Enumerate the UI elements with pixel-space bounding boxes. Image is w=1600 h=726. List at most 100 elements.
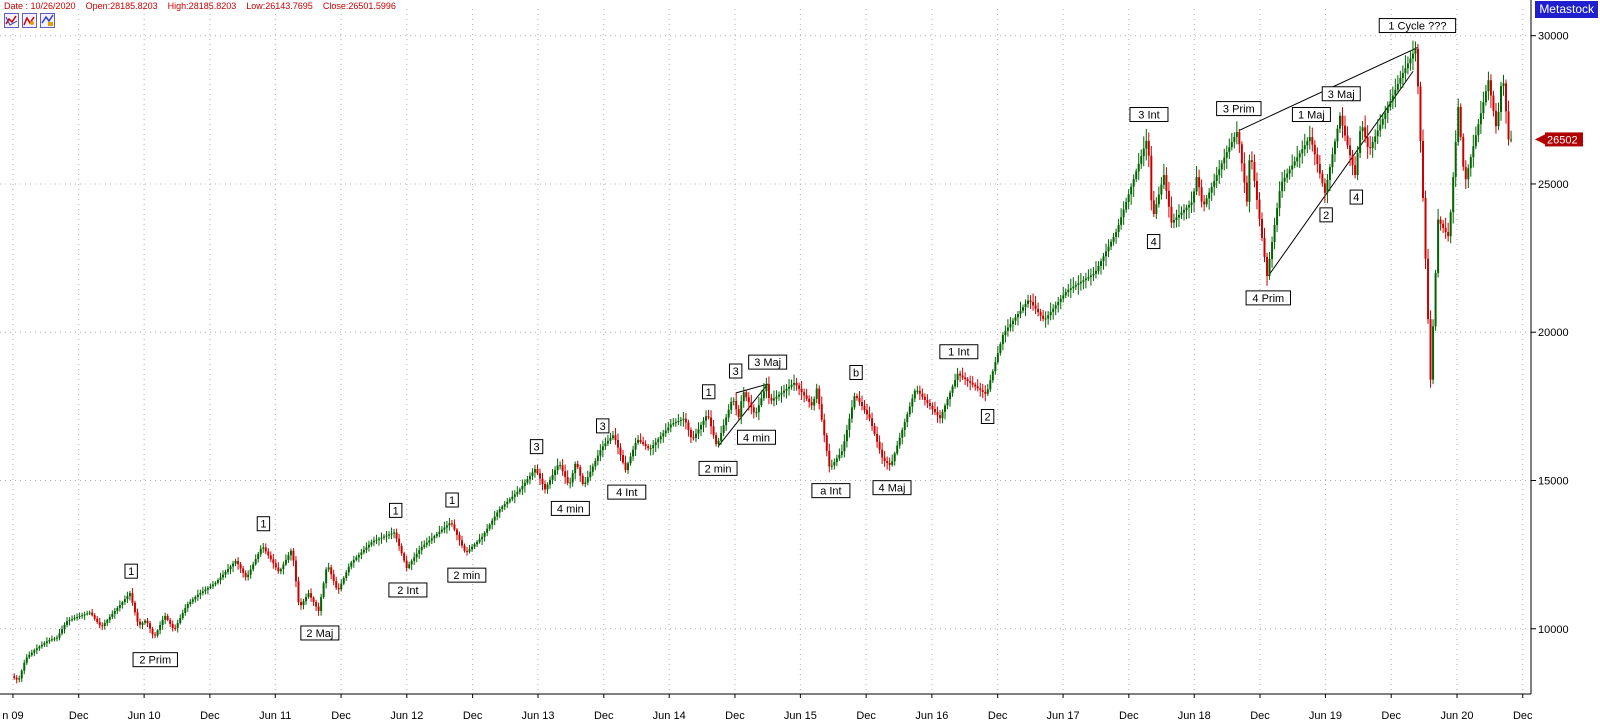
price-bar-body: [1029, 300, 1032, 303]
price-bar-body: [1346, 135, 1349, 146]
price-bar-body: [126, 596, 129, 600]
price-bar-body: [1137, 163, 1140, 172]
price-bar-body: [1240, 144, 1243, 164]
wave-label-box: [1349, 189, 1364, 205]
price-bar-body: [800, 388, 803, 393]
price-bar-body: [1072, 286, 1075, 289]
price-bar-body: [1271, 242, 1274, 259]
price-bar-body: [194, 597, 197, 600]
wave-label: 2 min: [698, 460, 738, 476]
price-bar-body: [853, 396, 856, 408]
price-bar-body: [830, 465, 833, 467]
price-bar-body: [274, 563, 277, 568]
date-readout: Date : 10/26/2020: [4, 1, 76, 11]
price-bar-body: [1218, 169, 1221, 176]
price-bar-body: [1442, 223, 1445, 228]
wave-label-text: 3: [534, 442, 540, 454]
annotation-layer: 1 2 Prim 1 2 Maj 1 2 Int 1 2 min 3 4 min 3 4 Int 1 2 …: [124, 18, 1457, 668]
wave-label-text: 1: [128, 566, 134, 578]
price-bar-body: [1374, 136, 1377, 143]
price-bar-body: [928, 402, 931, 407]
price-bar-body: [644, 444, 647, 447]
wave-label: 4 min: [550, 500, 590, 516]
price-bar-body: [1074, 285, 1077, 287]
price-bar-body: [53, 638, 56, 640]
price-bar-body: [803, 392, 806, 396]
price-bar-body: [901, 429, 904, 438]
price-bar-body: [1165, 175, 1168, 191]
price-bar-body: [828, 450, 831, 467]
price-bar-body: [1422, 140, 1425, 199]
price-bar-body: [777, 394, 780, 397]
price-bar-body: [823, 419, 826, 436]
price-bar-body: [299, 602, 302, 606]
price-bar-body: [770, 397, 773, 401]
price-bar-body: [559, 465, 562, 467]
price-bar-body: [1039, 312, 1042, 316]
wave-label-box: [811, 483, 851, 499]
price-bar-body: [991, 371, 994, 381]
price-bar-body: [460, 540, 463, 546]
chart-indicator-icon[interactable]: [22, 13, 37, 28]
price-bar-body: [1258, 199, 1261, 219]
grid-layer: [0, 9, 1531, 694]
price-bar-body: [523, 482, 526, 487]
price-bar-body: [1469, 157, 1472, 169]
price-bar-body: [1127, 194, 1130, 202]
price-bar-body: [395, 532, 398, 539]
price-bar-body: [370, 542, 373, 545]
price-bar-body: [1152, 200, 1155, 214]
price-bar-body: [68, 620, 71, 622]
wave-label-box: [550, 500, 590, 516]
wave-label-box: [1319, 207, 1333, 223]
price-bar-body: [765, 384, 768, 392]
price-bar-body: [981, 390, 984, 392]
price-bar-body: [589, 471, 592, 478]
price-bar-body: [596, 455, 599, 461]
last-price-marker: 26502: [1535, 132, 1583, 147]
price-bar-body: [1019, 310, 1022, 315]
price-bar-body: [45, 641, 48, 644]
chart-expert-icon[interactable]: [40, 13, 55, 28]
price-bar-body: [1336, 128, 1339, 142]
price-bar-body: [634, 442, 637, 450]
price-bar-body: [571, 473, 574, 483]
price-bar-body: [156, 630, 159, 636]
wave-label-box: [728, 363, 743, 379]
price-bar-body: [1467, 168, 1470, 180]
price-bar-body: [1313, 144, 1316, 155]
price-bar-body: [933, 409, 936, 413]
price-bar-body: [244, 572, 247, 578]
wave-label: 2 Maj: [300, 625, 340, 641]
wave-label: 3: [728, 363, 743, 379]
price-bar-body: [876, 433, 879, 442]
price-bar-body: [1049, 311, 1052, 316]
price-bar-body: [964, 377, 967, 380]
price-bar-body: [566, 477, 569, 484]
price-bar-body: [798, 385, 801, 389]
price-bar-body: [420, 546, 423, 551]
price-bar-body: [1366, 137, 1369, 148]
price-bar-body: [18, 678, 21, 680]
wave-label-text: 4 Int: [616, 487, 637, 499]
price-bar-body: [1112, 236, 1115, 242]
price-bar-body: [1147, 140, 1150, 156]
price-bar-body: [1331, 154, 1334, 168]
price-bar-body: [48, 640, 51, 642]
price-bar-body: [637, 439, 640, 443]
price-bar-body: [916, 390, 919, 392]
chart-settings-icon[interactable]: [4, 13, 19, 28]
price-bar-body: [216, 580, 219, 583]
price-bar-body: [350, 562, 353, 567]
price-bar-body: [896, 445, 899, 454]
price-bar-body: [60, 629, 63, 634]
price-bar-body: [1354, 165, 1357, 176]
price-bar-body: [227, 569, 230, 572]
price-bar-body: [287, 555, 290, 560]
price-bar-body: [335, 581, 338, 588]
price-bar-body: [946, 399, 949, 406]
wave-label: 3 Maj: [1321, 86, 1361, 102]
price-bar-body: [219, 577, 222, 581]
wave-label-text: b: [853, 367, 859, 379]
